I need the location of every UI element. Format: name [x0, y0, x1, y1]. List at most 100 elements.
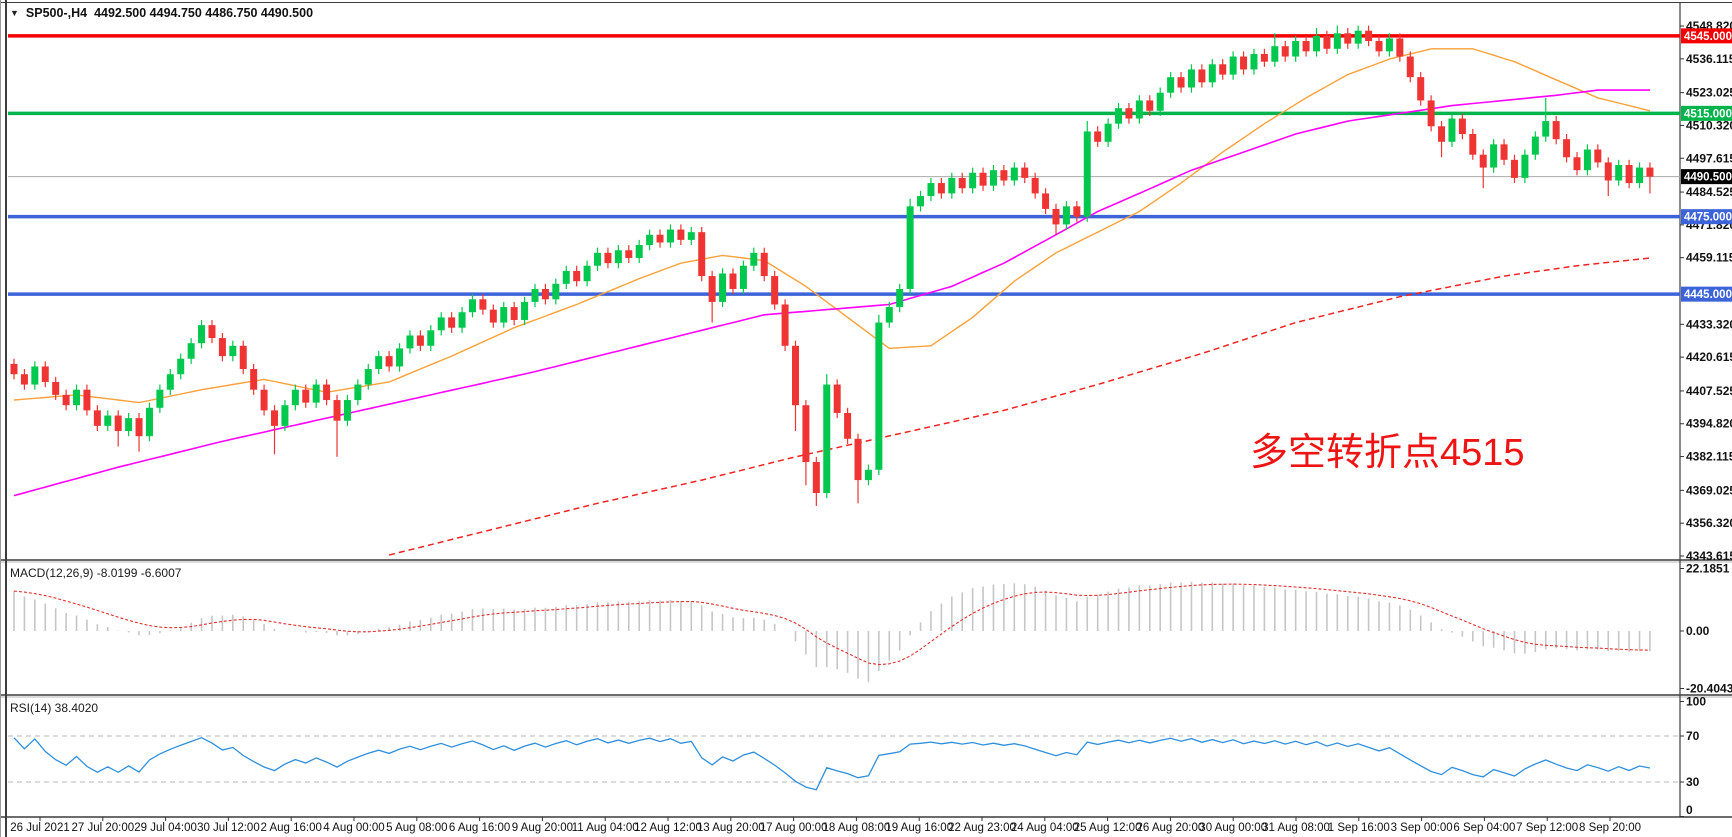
candle — [792, 345, 799, 406]
candle — [396, 348, 404, 367]
candle — [719, 273, 727, 302]
candle — [416, 335, 424, 346]
candle — [739, 265, 747, 289]
candle — [1219, 64, 1227, 75]
candle — [1062, 206, 1070, 225]
candle — [698, 232, 706, 277]
time-tick-label: 6 Sep 04:00 — [1453, 822, 1515, 834]
candle — [93, 410, 101, 426]
candle — [646, 234, 654, 246]
candle — [1406, 56, 1414, 78]
candle — [885, 307, 893, 323]
candle — [1396, 38, 1404, 57]
candle — [1135, 100, 1143, 119]
candle — [1292, 41, 1300, 57]
candle — [1333, 33, 1341, 49]
window-left-border-outer — [0, 0, 1, 837]
candle — [906, 206, 914, 289]
candle — [833, 384, 841, 413]
candle — [156, 389, 164, 408]
macd-tick-label: 0.00 — [1686, 624, 1710, 638]
candle — [1354, 30, 1362, 44]
candle — [614, 250, 622, 264]
time-tick-label: 4 Aug 00:00 — [323, 822, 384, 834]
candle — [958, 177, 966, 189]
time-tick-label: 13 Aug 20:00 — [697, 822, 765, 834]
candle — [875, 322, 883, 470]
time-tick-label: 24 Aug 04:00 — [1011, 822, 1079, 834]
ma-line-fast-ma — [13, 48, 1651, 404]
candle — [104, 415, 112, 426]
candle — [1115, 108, 1123, 124]
time-tick-label: 8 Sep 20:00 — [1579, 822, 1641, 834]
candle — [448, 317, 456, 328]
candle — [552, 283, 560, 300]
price-tick-label: 4420.615 — [1686, 350, 1732, 364]
candle — [229, 345, 237, 357]
candle — [343, 400, 351, 421]
candle — [271, 410, 278, 426]
level-lines — [8, 34, 1680, 296]
candle — [354, 384, 362, 401]
candle — [375, 356, 383, 370]
price-badge-label: 4515.000 — [1684, 108, 1732, 120]
candle — [1552, 121, 1560, 140]
candle — [812, 462, 820, 494]
candle — [771, 276, 779, 305]
price-badge-label: 4445.000 — [1684, 289, 1732, 301]
candle — [562, 270, 570, 284]
window-top-border — [0, 2, 1732, 3]
candle — [468, 299, 476, 313]
candle — [917, 195, 925, 207]
ma-line-mid-ma — [13, 89, 1650, 497]
rsi-tick-label: 30 — [1686, 775, 1700, 789]
time-tick-label: 31 Aug 08:00 — [1262, 822, 1330, 834]
time-tick-label: 30 Jul 12:00 — [197, 822, 260, 834]
candle — [166, 374, 174, 390]
time-axis: 26 Jul 2021 27 Jul 20:00 29 Jul 04:00 30 Ju… — [10, 817, 1641, 834]
ohlc-values: 4492.500 4494.750 4486.750 4490.500 — [94, 6, 314, 20]
price-badge-label: 4475.000 — [1684, 212, 1732, 224]
candle — [844, 412, 852, 439]
candle — [1625, 165, 1633, 184]
candle — [1240, 56, 1248, 70]
candle — [114, 415, 122, 432]
price-badge-label: 4545.000 — [1684, 31, 1732, 43]
candle — [948, 177, 956, 194]
time-tick-label: 17 Aug 00:00 — [760, 822, 828, 834]
candle — [1125, 108, 1133, 119]
candle — [1187, 69, 1195, 88]
price-tick-label: 4484.525 — [1686, 185, 1732, 199]
candlestick-series — [10, 25, 1654, 506]
price-badge — [1681, 286, 1732, 302]
candle — [302, 389, 310, 403]
price-badge — [1681, 209, 1732, 225]
candle — [510, 307, 518, 320]
candle — [385, 356, 393, 367]
price-tick-label: 4497.615 — [1686, 151, 1732, 165]
candle — [1146, 100, 1154, 111]
rsi-tick-label: 0 — [1686, 803, 1693, 817]
candle — [729, 273, 737, 289]
candle — [1177, 77, 1185, 88]
candle — [864, 469, 872, 481]
time-tick-label: 26 Aug 20:00 — [1137, 822, 1205, 834]
price-tick-label: 4382.115 — [1686, 450, 1732, 464]
candle — [135, 418, 143, 437]
candle — [1167, 77, 1175, 93]
candle — [1323, 35, 1331, 49]
price-tick-label: 4343.615 — [1686, 549, 1732, 563]
candle — [1198, 69, 1206, 83]
time-tick-label: 22 Aug 23:00 — [948, 822, 1016, 834]
candle — [937, 183, 945, 194]
collapse-triangle-icon[interactable]: ▼ — [10, 8, 19, 18]
candle — [41, 366, 49, 382]
candle — [708, 276, 716, 302]
time-tick-label: 7 Sep 12:00 — [1516, 822, 1578, 834]
candle — [604, 252, 612, 264]
candle — [208, 325, 216, 339]
price-tick-label: 4394.820 — [1686, 417, 1732, 431]
candle — [73, 389, 81, 406]
price-tick-label: 4356.320 — [1686, 516, 1732, 530]
